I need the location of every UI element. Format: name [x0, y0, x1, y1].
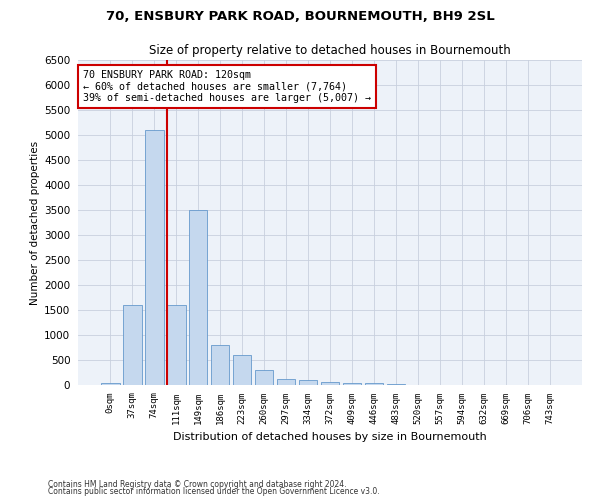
Title: Size of property relative to detached houses in Bournemouth: Size of property relative to detached ho…	[149, 44, 511, 58]
Bar	[409, 384, 427, 385]
Bar	[320, 382, 340, 385]
Bar	[167, 305, 185, 385]
Bar	[365, 383, 383, 385]
Bar	[123, 305, 142, 385]
Bar	[386, 384, 405, 385]
Bar	[343, 382, 361, 385]
Text: 70 ENSBURY PARK ROAD: 120sqm
← 60% of detached houses are smaller (7,764)
39% of: 70 ENSBURY PARK ROAD: 120sqm ← 60% of de…	[83, 70, 371, 103]
Bar	[233, 355, 251, 385]
Bar	[255, 370, 274, 385]
Text: 70, ENSBURY PARK ROAD, BOURNEMOUTH, BH9 2SL: 70, ENSBURY PARK ROAD, BOURNEMOUTH, BH9 …	[106, 10, 494, 23]
Text: Contains HM Land Registry data © Crown copyright and database right 2024.: Contains HM Land Registry data © Crown c…	[48, 480, 347, 489]
Y-axis label: Number of detached properties: Number of detached properties	[30, 140, 40, 304]
Text: Contains public sector information licensed under the Open Government Licence v3: Contains public sector information licen…	[48, 488, 380, 496]
Bar	[101, 382, 119, 385]
X-axis label: Distribution of detached houses by size in Bournemouth: Distribution of detached houses by size …	[173, 432, 487, 442]
Bar	[145, 130, 164, 385]
Bar	[211, 345, 229, 385]
Bar	[189, 210, 208, 385]
Bar	[277, 378, 295, 385]
Bar	[299, 380, 317, 385]
